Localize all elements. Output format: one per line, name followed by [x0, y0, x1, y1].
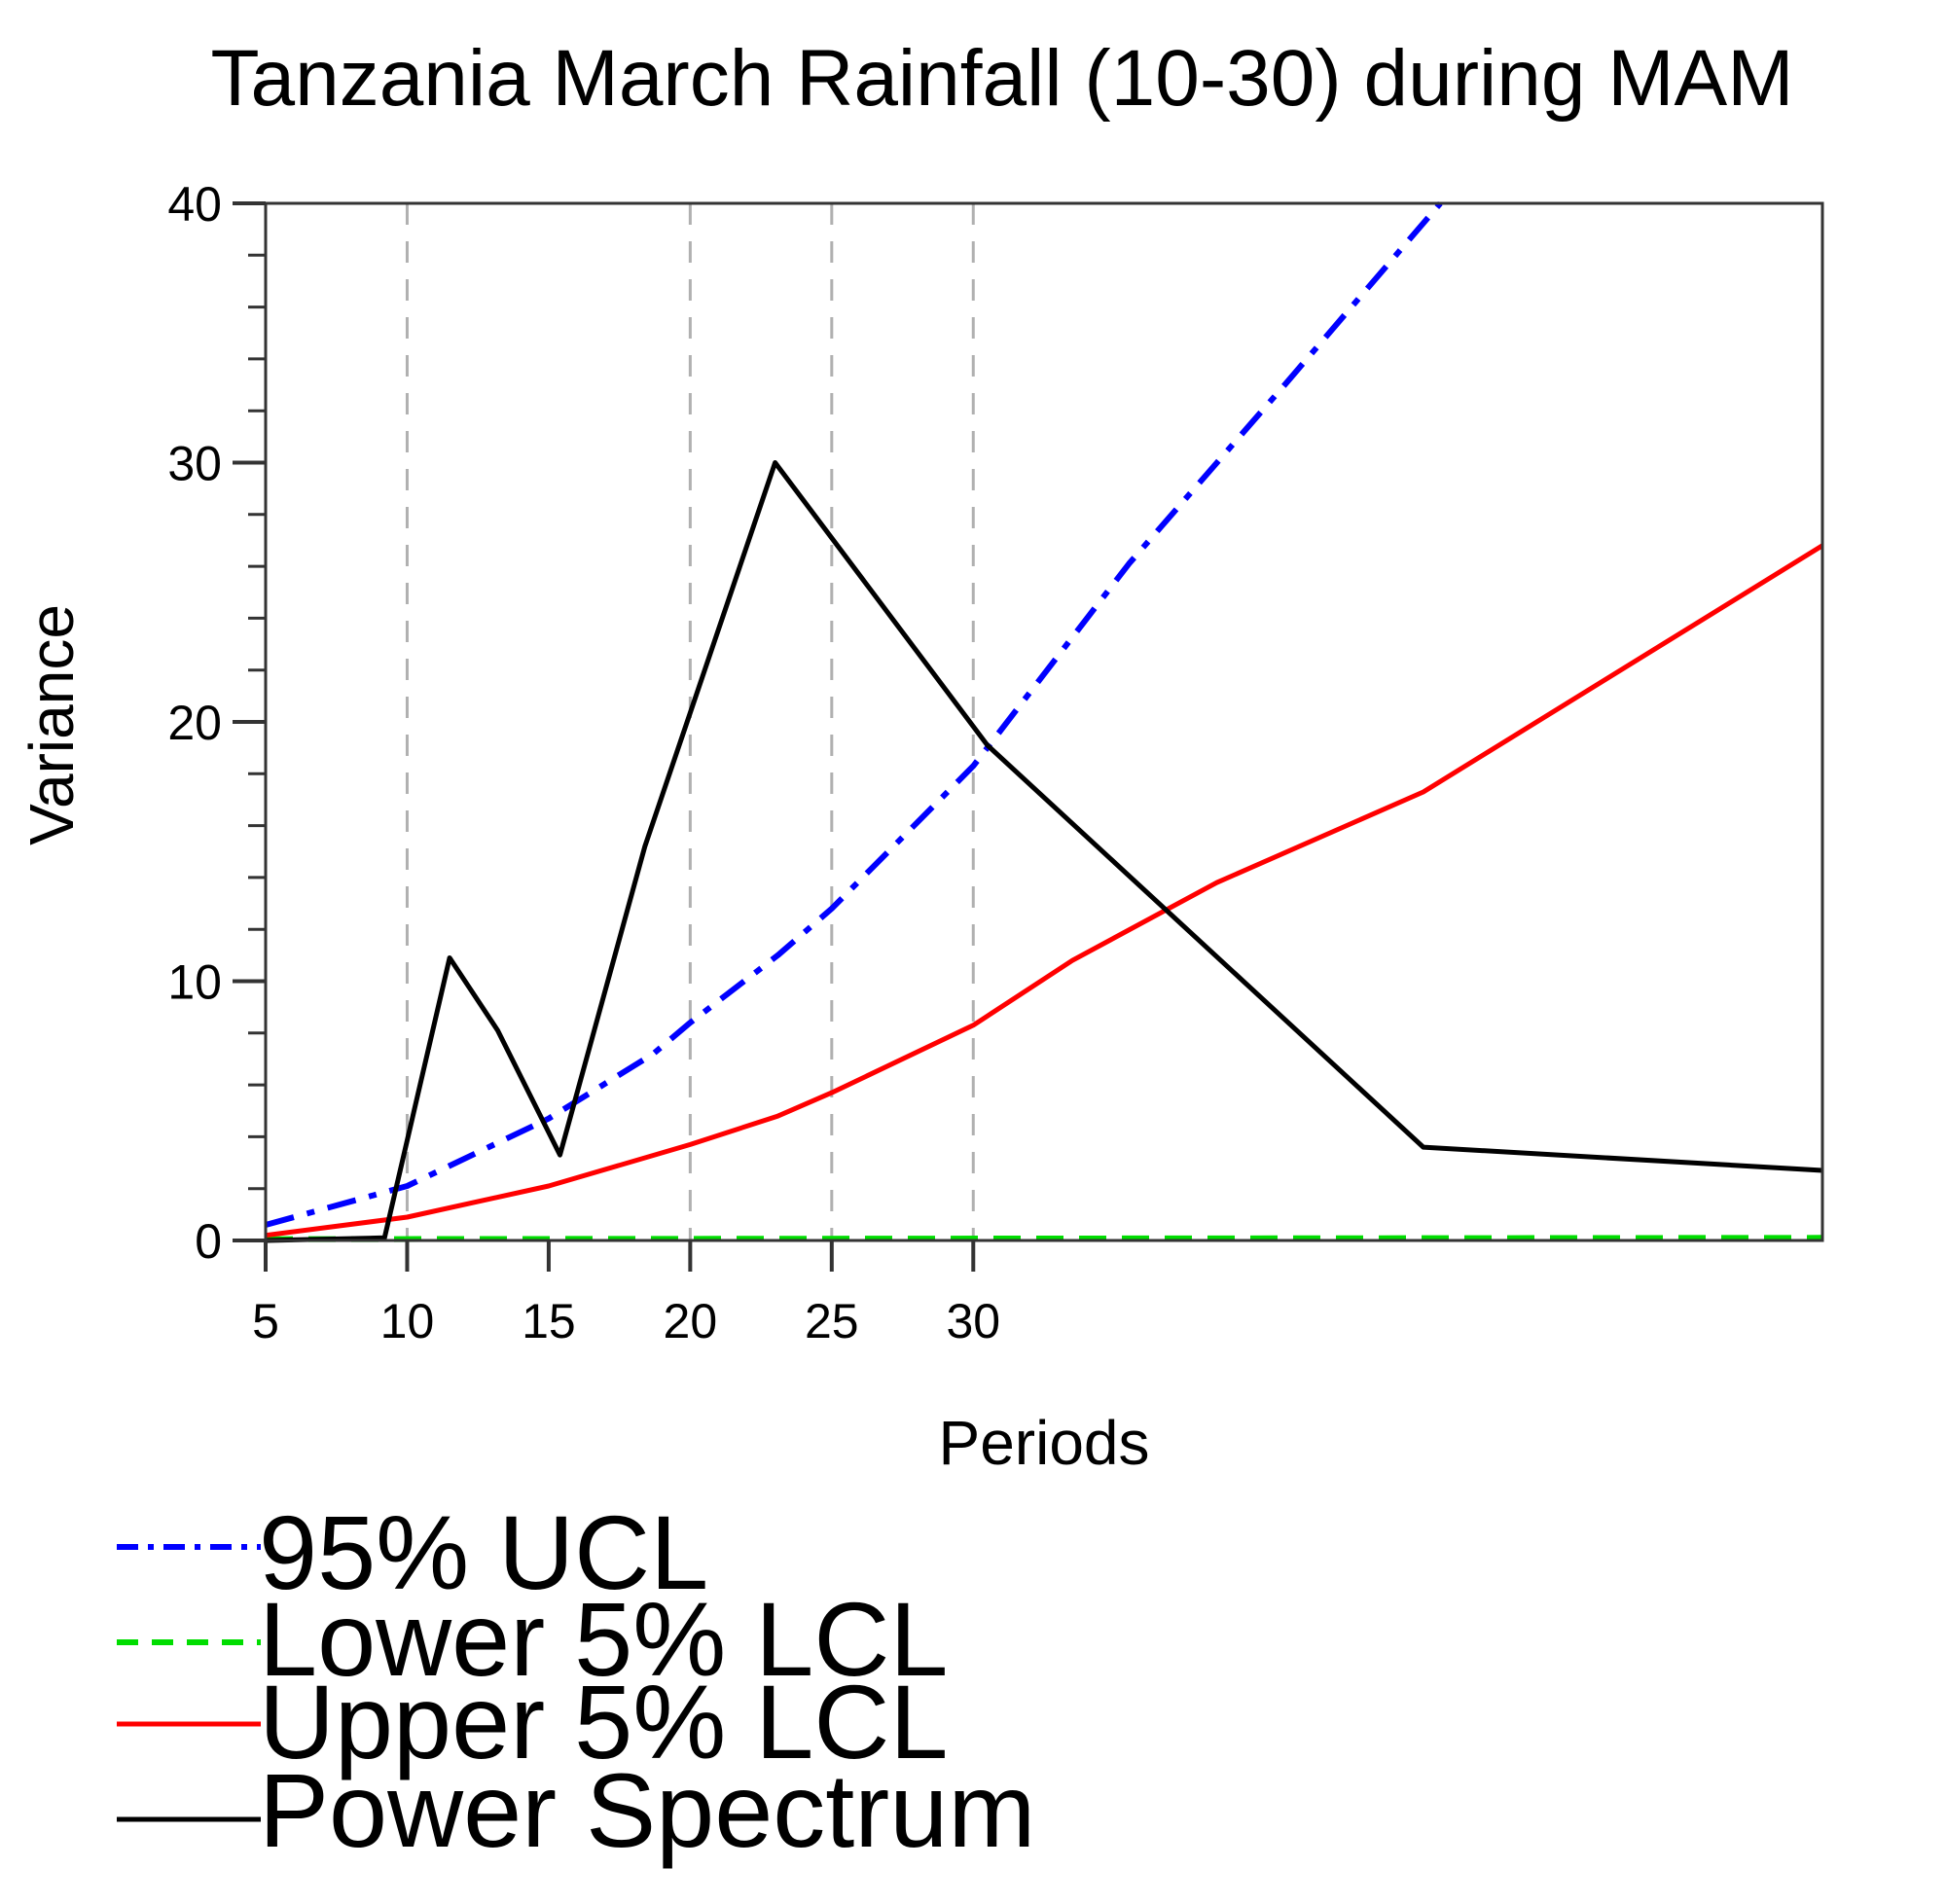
series-line-upper-5-lcl — [265, 543, 1824, 1239]
y-axis: 0 10 20 30 40 — [167, 177, 266, 1269]
legend-label: Upper 5% LCL — [259, 1663, 948, 1780]
x-tick-label: 15 — [522, 1294, 576, 1348]
reference-lines — [405, 203, 975, 1240]
y-tick-label: 30 — [167, 437, 222, 491]
chart-title: Tanzania March Rainfall (10-30) during M… — [210, 34, 1793, 123]
plot-frame — [264, 201, 1824, 1242]
y-tick-label: 0 — [195, 1214, 222, 1269]
series-line-lower-5-lcl — [265, 1235, 1823, 1242]
legend-label: Power Spectrum — [259, 1751, 1035, 1869]
x-tick-label: 25 — [805, 1294, 859, 1348]
x-tick-label: 20 — [664, 1294, 718, 1348]
series-line-power-spectrum — [265, 460, 1823, 1243]
series-line-95-ucl — [265, 201, 1443, 1228]
x-tick-label: 30 — [946, 1294, 1000, 1348]
legend-label: 95% UCL — [259, 1493, 708, 1611]
x-tick-label: 10 — [380, 1294, 435, 1348]
y-tick-label: 20 — [167, 696, 222, 750]
y-tick-label: 40 — [167, 177, 222, 232]
x-tick-label: 5 — [252, 1294, 279, 1348]
x-axis-label: Periods — [939, 1408, 1150, 1478]
x-axis: 5 10 15 20 25 30 — [252, 1240, 1000, 1348]
legend-label: Lower 5% LCL — [259, 1580, 948, 1698]
series-layer — [265, 201, 1824, 1243]
y-tick-label: 10 — [167, 955, 222, 1010]
y-axis-label: Variance — [17, 604, 87, 845]
